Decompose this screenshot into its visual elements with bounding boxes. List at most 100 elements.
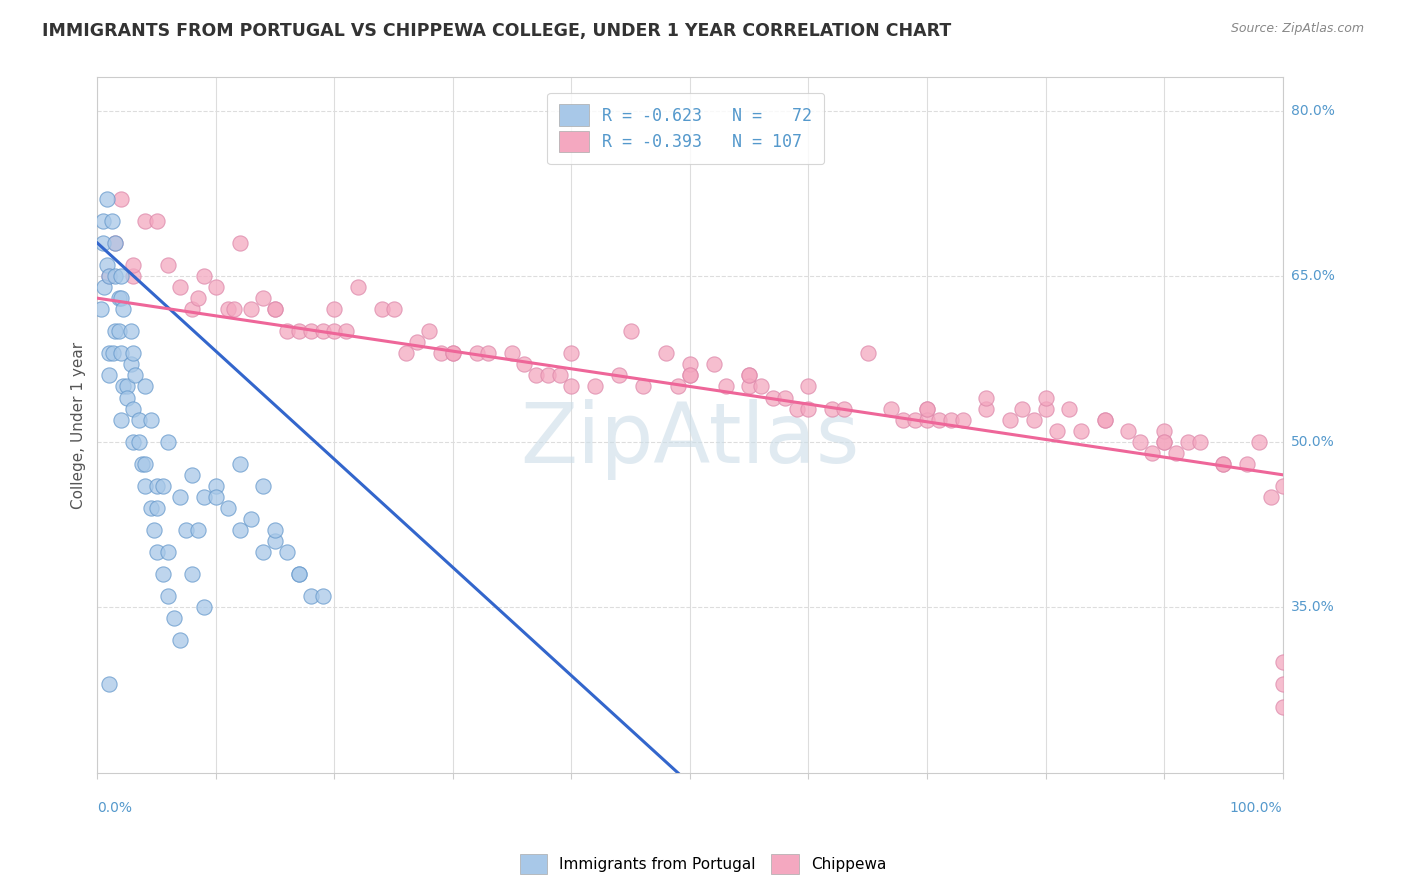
Point (139, 500, 162, 515)
Point (465, 346, 488, 360)
Point (856, 346, 879, 360)
Point (157, 589, 180, 603)
Point (110, 412, 132, 426)
Text: 35.0%: 35.0% (1291, 600, 1334, 615)
Point (110, 291, 132, 305)
Point (1140, 446, 1163, 460)
Point (891, 412, 914, 426)
Point (1094, 412, 1116, 426)
Point (679, 358, 702, 372)
Text: 65.0%: 65.0% (1291, 269, 1334, 283)
Point (655, 346, 678, 360)
Text: 50.0%: 50.0% (1291, 434, 1334, 449)
Point (1271, 479, 1294, 493)
Point (122, 434, 145, 449)
Point (347, 280, 370, 294)
Point (91, 235, 114, 250)
Point (110, 269, 132, 284)
Point (169, 633, 191, 648)
Point (152, 479, 174, 493)
Point (181, 467, 204, 482)
Point (1022, 412, 1045, 426)
Point (537, 368, 560, 383)
Point (101, 346, 124, 360)
Point (406, 335, 429, 350)
Point (104, 235, 127, 250)
Point (738, 368, 761, 383)
Point (91, 214, 114, 228)
Point (98, 346, 121, 360)
Text: Source: ZipAtlas.com: Source: ZipAtlas.com (1230, 22, 1364, 36)
Point (738, 379, 761, 393)
Point (548, 368, 571, 383)
Point (104, 324, 127, 338)
Point (915, 401, 938, 416)
Text: 0.0%: 0.0% (97, 800, 132, 814)
Point (145, 545, 167, 559)
Point (738, 368, 761, 383)
Point (139, 412, 162, 426)
Point (122, 258, 145, 272)
Point (288, 324, 311, 338)
Point (169, 490, 191, 504)
Legend: Immigrants from Portugal, Chippewa: Immigrants from Portugal, Chippewa (513, 848, 893, 880)
Point (299, 589, 322, 603)
Point (394, 346, 416, 360)
Point (157, 258, 180, 272)
Point (583, 379, 606, 393)
Point (1129, 434, 1152, 449)
Point (513, 358, 536, 372)
Point (1094, 412, 1116, 426)
Point (205, 479, 228, 493)
Point (1118, 424, 1140, 438)
Point (631, 379, 654, 393)
Point (679, 368, 702, 383)
Point (93, 280, 115, 294)
Point (134, 457, 156, 471)
Point (1070, 424, 1092, 438)
Point (1212, 457, 1234, 471)
Point (952, 412, 974, 426)
Point (134, 379, 156, 393)
Point (157, 545, 180, 559)
Point (1011, 401, 1033, 416)
Point (124, 368, 146, 383)
Point (157, 434, 180, 449)
Point (122, 401, 145, 416)
Point (228, 523, 250, 537)
Point (120, 358, 142, 372)
Point (904, 412, 927, 426)
Point (620, 324, 643, 338)
Point (1153, 434, 1175, 449)
Point (107, 291, 129, 305)
Point (276, 324, 298, 338)
Point (252, 479, 274, 493)
Point (299, 324, 322, 338)
Point (228, 457, 250, 471)
Point (1177, 434, 1199, 449)
Point (107, 324, 129, 338)
Point (112, 302, 135, 317)
Point (714, 379, 737, 393)
Point (974, 391, 997, 405)
Point (288, 567, 311, 582)
Point (264, 302, 287, 317)
Point (524, 368, 547, 383)
Point (169, 280, 191, 294)
Point (128, 412, 150, 426)
Point (703, 358, 725, 372)
Point (1271, 656, 1294, 670)
Text: 80.0%: 80.0% (1291, 103, 1334, 118)
Legend: R = -0.623   N =   72, R = -0.393   N = 107: R = -0.623 N = 72, R = -0.393 N = 107 (547, 93, 824, 164)
Point (122, 346, 145, 360)
Point (1035, 401, 1057, 416)
Point (1153, 434, 1175, 449)
Point (607, 368, 630, 383)
Point (880, 401, 903, 416)
Point (163, 611, 186, 625)
Point (501, 346, 523, 360)
Point (797, 401, 820, 416)
Point (122, 269, 145, 284)
Point (134, 479, 156, 493)
Point (217, 500, 239, 515)
